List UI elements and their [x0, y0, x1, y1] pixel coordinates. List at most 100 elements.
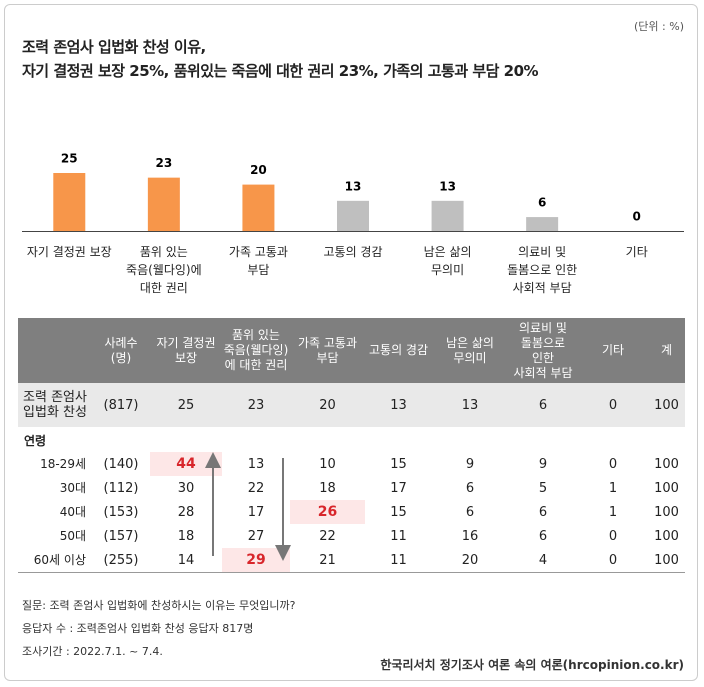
- value-label: 25: [61, 152, 78, 166]
- period: 조사기간 : 2022.7.1. ~ 7.4.: [22, 645, 163, 658]
- header-cell: 품위 있는 죽음(웰다잉) 에 대한 권리: [223, 328, 289, 372]
- table-cell: 100: [654, 456, 679, 472]
- table-cell: 18: [177, 528, 195, 544]
- table-cell: 30: [177, 480, 195, 496]
- table: 사례수 (명) 자기 결정권 보장 품위 있는 죽음(웰다잉) 에 대한 권리 가족 …: [18, 318, 685, 573]
- table-cell: 21: [319, 552, 336, 568]
- table-cell: 26: [317, 503, 338, 520]
- value-label: 13: [345, 179, 362, 193]
- x-tick-label: 고통의 경감: [323, 245, 383, 259]
- header-cell: 계: [660, 343, 673, 357]
- total-cell: 20: [319, 397, 336, 413]
- bar: [337, 200, 369, 231]
- x-tick-label: 가족 고통과 부담: [228, 245, 288, 277]
- value-label: 20: [250, 163, 267, 177]
- table-cell: 18-29세: [40, 456, 86, 471]
- x-tick-label: 품위 있는 죽음(웰다잉)에 대한 권리: [126, 245, 202, 295]
- table-cell: 5: [538, 480, 548, 496]
- header-bg: [18, 318, 685, 383]
- table-cell: 9: [538, 456, 548, 472]
- highlight: [290, 500, 365, 524]
- table-cell: 100: [654, 552, 679, 568]
- table-cell: 22: [319, 528, 336, 544]
- header-cell: 기타: [601, 343, 625, 357]
- table-cell: 11: [390, 528, 407, 544]
- table-cell: 100: [654, 504, 679, 520]
- bar: [242, 184, 275, 231]
- x-tick-label: 기타: [625, 245, 648, 259]
- table-cell: 6: [538, 528, 548, 544]
- table-cell: 18: [319, 480, 336, 496]
- value-label: 6: [538, 196, 546, 210]
- title-line: 조력 존엄사 입법화 찬성 이유,: [22, 38, 206, 56]
- table-cell: 15: [390, 504, 407, 520]
- table-cell: 0: [608, 528, 618, 544]
- value-label: 0: [633, 210, 641, 224]
- table-cell: (157): [103, 528, 139, 544]
- bar: [431, 200, 464, 231]
- header-cell: 가족 고통과 부담: [297, 335, 357, 365]
- total-cell: 13: [461, 397, 479, 413]
- table-cell: 0: [608, 552, 618, 568]
- table-cell: 100: [654, 480, 679, 496]
- table-cell: 27: [247, 528, 265, 544]
- chart: 25 23 20 13 13 6 0: [22, 152, 684, 232]
- table-cell: (255): [103, 552, 139, 568]
- total-cell: 100: [654, 397, 679, 413]
- header-cell: 남은 삶의 무의미: [446, 335, 494, 365]
- table-cell: 1: [608, 504, 618, 520]
- table-cell: 9: [465, 456, 475, 472]
- total-cell: 6: [538, 397, 548, 413]
- title-line: 자기 결정권 보장 25%, 품위있는 죽음에 대한 권리 23%, 가족의 고…: [22, 62, 539, 80]
- table-cell: 17: [390, 480, 407, 496]
- table-cell: 40대: [59, 504, 86, 519]
- table-cell: 29: [246, 551, 266, 568]
- header-cell: 자기 결정권 보장: [156, 335, 216, 365]
- x-tick-label: 자기 결정권 보장: [26, 245, 112, 259]
- table-cell: 0: [608, 456, 618, 472]
- table-cell: 4: [538, 552, 548, 568]
- total-bg: [18, 383, 685, 427]
- table-cell: 50대: [59, 528, 86, 543]
- bar: [53, 173, 86, 231]
- total-cell: 0: [608, 397, 618, 413]
- table-cell: 60세 이상: [33, 552, 86, 567]
- respondents: 응답자 수 : 조력존엄사 입법화 찬성 응답자 817명: [22, 622, 254, 635]
- table-cell: 6: [538, 504, 548, 520]
- table-cell: 100: [654, 528, 679, 544]
- table-cell: (112): [103, 480, 139, 496]
- table-cell: 28: [177, 504, 195, 520]
- total-cell: 13: [390, 397, 407, 413]
- source: 한국리서치 정기조사 여론 속의 여론(hrcopinion.co.kr): [380, 658, 684, 672]
- table-cell: 22: [247, 480, 265, 496]
- table-cell: 11: [390, 552, 407, 568]
- value-label: 23: [156, 156, 173, 170]
- frame: [4, 4, 698, 681]
- section-label: 연령: [24, 434, 47, 448]
- bar: [526, 217, 559, 231]
- header-cell: 사례수 (명): [104, 335, 138, 365]
- table-cell: 44: [176, 455, 196, 472]
- table-cell: 20: [461, 552, 479, 568]
- total-cell: 조력 존엄사 입법화 찬성: [23, 390, 87, 420]
- table-cell: 6: [465, 480, 475, 496]
- header-cell: 고통의 경감: [368, 343, 428, 357]
- bar: [147, 177, 180, 231]
- table-cell: (153): [103, 504, 139, 520]
- value-label: 13: [439, 179, 456, 193]
- unit: (단위 : %): [634, 20, 684, 33]
- total-cell: 23: [247, 397, 265, 413]
- table-cell: 13: [247, 456, 265, 472]
- header-cell: 의료비 및 돌봄으로 인한 사회적 부담: [513, 320, 573, 380]
- table-cell: 14: [177, 552, 195, 568]
- table-cell: 30대: [59, 480, 86, 495]
- table-cell: 6: [465, 504, 475, 520]
- table-cell: 1: [608, 480, 618, 496]
- x-tick-label: 남은 삶의 무의미: [423, 245, 472, 277]
- x-tick-label: 의료비 및 돌봄으로 인한 사회적 부담: [507, 245, 578, 295]
- total-cell: (817): [103, 397, 139, 413]
- table-cell: 10: [319, 456, 336, 472]
- table-cell: 15: [390, 456, 407, 472]
- question: 질문: 조력 존엄사 입법화에 찬성하시는 이유는 무엇입니까?: [22, 599, 296, 612]
